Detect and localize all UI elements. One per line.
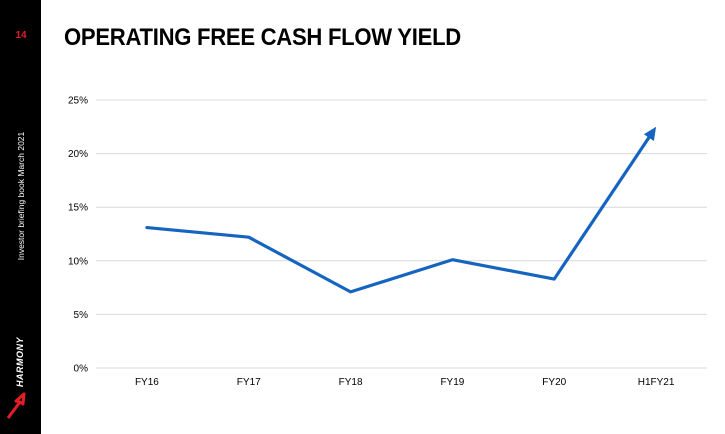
x-tick-label: FY17 bbox=[237, 377, 261, 388]
sidebar: 14 Investor briefing book March 2021 HAR… bbox=[0, 0, 41, 434]
series-line bbox=[145, 133, 652, 294]
x-tick-label: FY19 bbox=[440, 377, 464, 388]
side-caption: Investor briefing book March 2021 bbox=[16, 131, 26, 261]
line-chart: 0% 5% 10% 15% 20% 25% FY16 FY17 FY18 FY19 FY20 H1F… bbox=[68, 96, 707, 388]
gridlines bbox=[96, 99, 707, 369]
y-axis-ticks: 0% 5% 10% 15% 20% 25% bbox=[68, 96, 88, 375]
y-tick-label: 5% bbox=[74, 310, 89, 321]
page-number: 14 bbox=[15, 30, 27, 41]
x-tick-label: H1FY21 bbox=[638, 377, 675, 388]
x-axis-ticks: FY16 FY17 FY18 FY19 FY20 H1FY21 bbox=[135, 377, 675, 388]
series-arrowhead bbox=[643, 126, 657, 141]
y-tick-label: 15% bbox=[68, 203, 88, 214]
page-title: OPERATING FREE CASH FLOW YIELD bbox=[64, 24, 461, 51]
logo-arrow-icon bbox=[6, 392, 26, 419]
y-tick-label: 20% bbox=[68, 149, 88, 160]
series-layer bbox=[145, 126, 657, 294]
y-tick-label: 10% bbox=[68, 256, 88, 267]
y-tick-label: 0% bbox=[74, 364, 89, 375]
x-tick-label: FY20 bbox=[542, 377, 566, 388]
harmony-logo-icon bbox=[6, 392, 26, 419]
x-tick-label: FY16 bbox=[135, 377, 159, 388]
logo-wordmark: HARMONY bbox=[15, 337, 25, 387]
x-tick-label: FY18 bbox=[339, 377, 363, 388]
y-tick-label: 25% bbox=[68, 96, 88, 107]
